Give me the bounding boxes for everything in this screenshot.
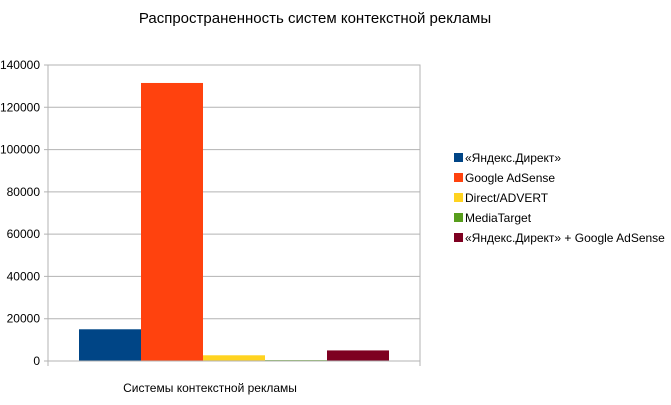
- axes: [47, 64, 421, 366]
- y-tick-label: 80000: [7, 185, 41, 199]
- x-axis-category-label: Системы контекстной рекламы: [123, 381, 297, 395]
- bars: [79, 82, 389, 361]
- y-tick-label: 0: [33, 354, 40, 368]
- bar: [79, 329, 141, 361]
- legend: «Яндекс.Директ» Google AdSense Direct/ADVE…: [454, 151, 665, 245]
- plot-frame: [47, 64, 421, 362]
- grid-lines: [44, 64, 420, 362]
- y-axis-tick-labels: 0 20000 40000 60000 80000 100000 120000 140000: [0, 58, 40, 368]
- legend-swatch: [454, 153, 463, 162]
- legend-swatch: [454, 193, 463, 202]
- bar: [327, 350, 389, 361]
- y-tick-label: 60000: [7, 227, 41, 241]
- y-tick-label: 140000: [0, 58, 40, 72]
- y-tick-label: 20000: [7, 312, 41, 326]
- legend-label: «Яндекс.Директ»: [465, 151, 561, 165]
- legend-label: Google AdSense: [465, 171, 555, 185]
- chart-title: Распространенность систем контекстной ре…: [139, 10, 491, 27]
- legend-swatch: [454, 173, 463, 182]
- legend-swatch: [454, 213, 463, 222]
- y-tick-label: 100000: [0, 143, 40, 157]
- bar: [141, 82, 203, 361]
- y-tick-label: 120000: [0, 100, 40, 114]
- legend-label: MediaTarget: [465, 211, 532, 225]
- legend-swatch: [454, 233, 463, 242]
- bar: [203, 355, 265, 361]
- y-tick-label: 40000: [7, 269, 41, 283]
- legend-label: Direct/ADVERT: [465, 191, 549, 205]
- legend-label: «Яндекс.Директ» + Google AdSense: [465, 231, 665, 245]
